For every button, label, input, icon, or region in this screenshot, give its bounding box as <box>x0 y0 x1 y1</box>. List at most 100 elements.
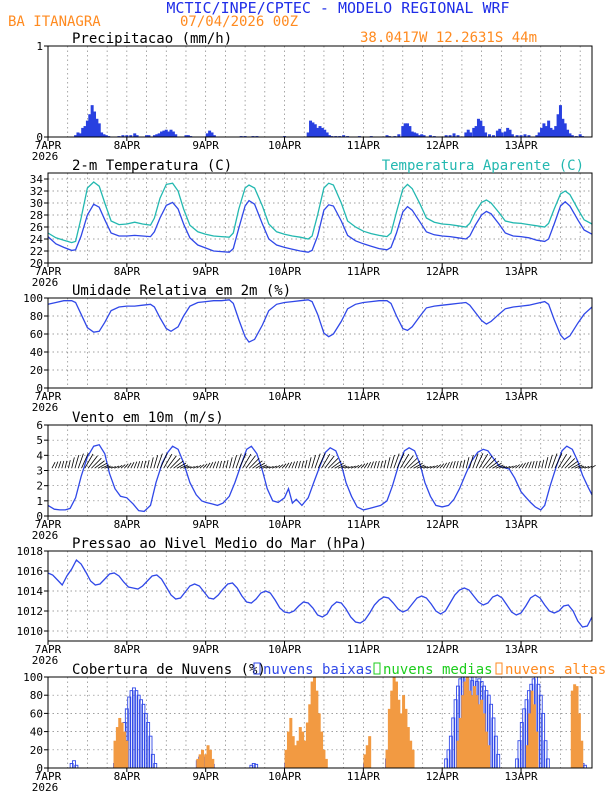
wind-arrow <box>429 465 435 469</box>
wind-arrow <box>380 460 383 469</box>
bar <box>415 133 419 137</box>
wind-arrow <box>193 465 199 469</box>
wind-arrow <box>215 461 219 469</box>
y-tick-label: 24 <box>30 233 44 246</box>
series-line-2 <box>47 181 593 244</box>
y-tick-label: 1018 <box>17 545 44 558</box>
x-tick-label: 7APR <box>35 643 62 656</box>
x-tick-label: 12APR <box>426 390 459 403</box>
bar <box>147 135 151 137</box>
wind-arrow <box>367 461 372 469</box>
wind-arrow <box>420 465 427 469</box>
wind-arrow <box>410 460 421 469</box>
wind-arrow <box>357 464 363 469</box>
bar <box>495 130 499 137</box>
bar <box>208 749 212 768</box>
wind-arrow <box>288 461 293 469</box>
wind-arrow <box>81 453 89 469</box>
bar <box>104 135 108 137</box>
bar <box>212 135 216 137</box>
x-year-label: 2026 <box>32 276 59 289</box>
plot-frame <box>47 676 593 769</box>
bar <box>406 727 410 768</box>
wind-arrow <box>538 460 541 469</box>
x-tick-label: 10APR <box>268 770 301 783</box>
wind-arrow <box>321 453 331 469</box>
bar <box>211 758 215 768</box>
wind-arrow <box>64 460 68 469</box>
wind-arrow <box>426 466 432 469</box>
bar <box>472 127 476 137</box>
wind-arrow <box>51 462 56 469</box>
bar <box>306 132 310 137</box>
bar <box>90 105 94 137</box>
bar <box>78 133 82 137</box>
bar <box>145 135 149 137</box>
wind-arrow <box>304 459 308 469</box>
wind-arrow <box>160 453 168 469</box>
legend-swatch <box>253 662 261 675</box>
wind-arrow <box>557 453 567 469</box>
y-tick-label: 28 <box>30 209 43 222</box>
panel-title: Precipitacao (mm/h) <box>72 31 232 47</box>
bar <box>201 749 205 768</box>
bar <box>420 134 424 137</box>
bar <box>365 745 369 768</box>
legend-apparent-temp: Temperatura Aparente (C) <box>382 158 584 174</box>
bar <box>322 749 326 768</box>
x-tick-label: 8APR <box>114 390 141 403</box>
y-tick-label: 30 <box>30 197 43 210</box>
series-line-1 <box>47 199 593 253</box>
wind-arrow <box>61 460 65 469</box>
bar <box>368 736 372 768</box>
x-tick-label: 8APR <box>114 139 141 152</box>
bar <box>385 135 389 137</box>
bar <box>464 132 468 137</box>
x-tick-label: 7APR <box>35 390 62 403</box>
y-tick-label: 0 <box>36 382 43 395</box>
bar <box>102 134 106 137</box>
wind-arrow <box>492 462 502 469</box>
bar <box>476 118 480 137</box>
bar <box>448 135 452 137</box>
bar <box>162 130 166 137</box>
legend-label-2: nuvens medias <box>383 662 493 678</box>
panel-title: Vento em 10m (m/s) <box>72 410 224 426</box>
bar <box>481 126 485 137</box>
bar <box>97 123 101 137</box>
wind-arrow <box>265 466 271 469</box>
x-tick-label: 13APR <box>504 139 537 152</box>
x-tick-label: 13APR <box>504 643 537 656</box>
bar <box>568 133 572 137</box>
bar <box>573 684 577 768</box>
wind-arrow <box>202 463 208 469</box>
bar <box>323 129 327 137</box>
wind-arrow <box>245 455 256 469</box>
wind-arrow <box>511 464 517 469</box>
wind-arrow <box>235 453 242 469</box>
wind-arrow <box>534 460 538 469</box>
bar <box>390 690 394 768</box>
wind-arrow <box>363 462 369 469</box>
wind-arrow <box>140 460 144 469</box>
panel-1: 0 1 7APR 8APR 9APR 10APR 11APR 12APR 13APR 2026 Pr… <box>32 31 593 163</box>
wind-arrow <box>123 463 129 469</box>
header-run: 07/04/2026 00Z <box>180 14 298 30</box>
wind-arrow <box>219 460 222 469</box>
bar <box>198 754 202 768</box>
bar <box>121 135 125 137</box>
legend-swatch <box>373 662 381 675</box>
bar <box>413 132 417 137</box>
wind-arrow <box>255 462 266 469</box>
wind-arrow <box>212 461 217 469</box>
x-tick-label: 11APR <box>347 643 380 656</box>
bar <box>465 677 469 768</box>
bar <box>74 135 78 137</box>
wind-arrow <box>334 462 344 469</box>
x-tick-label: 11APR <box>347 390 380 403</box>
wind-arrow <box>173 460 184 469</box>
bar <box>422 135 426 137</box>
bar <box>558 105 562 137</box>
plot-frame <box>47 297 593 389</box>
bar <box>184 135 188 137</box>
